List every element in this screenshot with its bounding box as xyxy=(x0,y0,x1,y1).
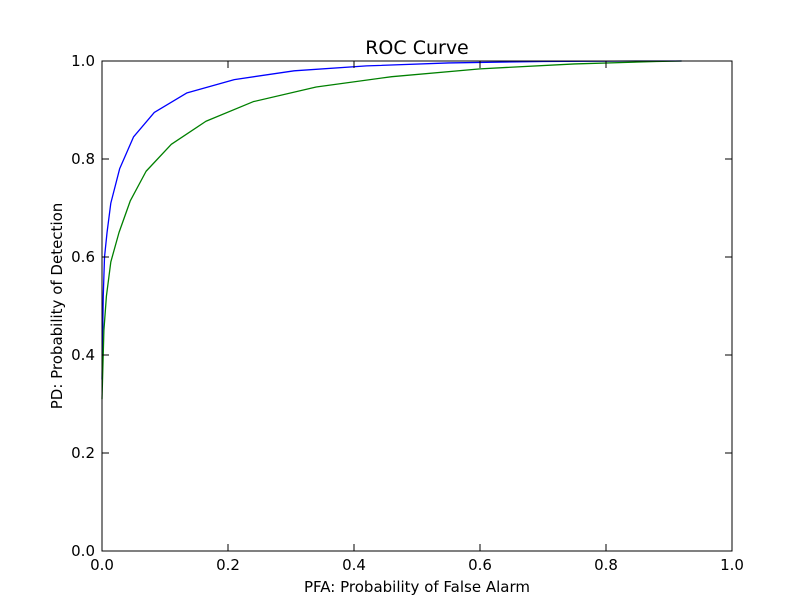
x-tick-label: 1.0 xyxy=(720,556,744,574)
x-tick-label: 0.0 xyxy=(90,556,114,574)
x-axis-title: PFA: Probability of False Alarm xyxy=(304,578,530,596)
y-tick-label: 0.8 xyxy=(71,150,95,168)
y-tick-label: 0.0 xyxy=(71,542,95,560)
x-tick-label: 0.4 xyxy=(342,556,366,574)
roc-series-line-2 xyxy=(101,60,682,400)
chart-title: ROC Curve xyxy=(365,37,469,59)
y-tick-label: 0.4 xyxy=(71,346,95,364)
y-tick-label: 1.0 xyxy=(71,52,95,70)
plot-frame xyxy=(101,60,733,552)
series-layer xyxy=(101,60,682,400)
roc-series-line-1 xyxy=(101,60,682,380)
x-tick-label: 0.6 xyxy=(468,556,492,574)
ticks-layer: 0.0 0.2 0.4 0.6 0.8 1.0 0.0 0.2 0.4 0.6 0.8 1.0 xyxy=(71,52,744,574)
y-tick-label: 0.6 xyxy=(71,248,95,266)
y-tick-label: 0.2 xyxy=(71,444,95,462)
y-axis-title: PD: Probability of Detection xyxy=(48,203,66,410)
x-tick-label: 0.8 xyxy=(594,556,618,574)
x-tick-label: 0.2 xyxy=(216,556,240,574)
